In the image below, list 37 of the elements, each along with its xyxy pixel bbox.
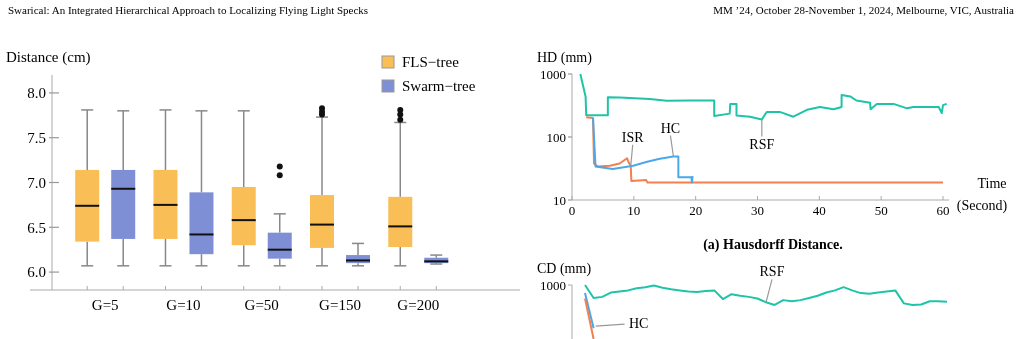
y-tick-label: 6.0 bbox=[27, 264, 46, 281]
y-tick-label: 8.0 bbox=[27, 85, 46, 102]
x-tick-label: 0 bbox=[568, 203, 576, 218]
x-tick-label: 20 bbox=[689, 203, 703, 218]
series-label: HC bbox=[660, 120, 681, 136]
y-tick-label: 1000 bbox=[540, 66, 566, 82]
text: MM ’24, October 28-November 1, 2024, Melbourne, VIC, Australia bbox=[713, 4, 1015, 16]
x-tick-label: G=200 bbox=[397, 297, 440, 313]
legend-label: FLS−tree bbox=[402, 54, 460, 71]
y-axis-title: CD (mm) bbox=[537, 261, 592, 277]
y-axis-title: HD (mm) bbox=[537, 50, 593, 66]
series-label: RSF bbox=[749, 137, 775, 153]
legend-label: Swarm−tree bbox=[402, 78, 476, 95]
x-tick-label: 10 bbox=[627, 203, 641, 218]
x-tick-label: 40 bbox=[812, 203, 826, 218]
text: Swarical: An Integrated Hierarchical Approach to Localizing Flying Light Specks bbox=[8, 4, 369, 16]
series-label: ISR bbox=[621, 129, 645, 145]
x-axis-title: Time (Second) bbox=[956, 176, 1008, 215]
x-tick-label: 60 bbox=[936, 203, 950, 218]
y-tick-label: 10 bbox=[553, 192, 566, 208]
x-tick-label: G=5 bbox=[91, 297, 119, 313]
y-tick-label: 6.5 bbox=[27, 219, 46, 236]
line-series bbox=[585, 116, 944, 184]
x-tick-label: 30 bbox=[751, 203, 764, 218]
y-tick-label: 100 bbox=[546, 129, 566, 145]
x-tick-label: 50 bbox=[874, 203, 888, 218]
text: HC bbox=[628, 316, 649, 332]
y-tick-label: 7.0 bbox=[27, 174, 46, 191]
text: (a) Hausdorff Distance. bbox=[703, 237, 843, 253]
x-tick-label: G=50 bbox=[244, 297, 279, 313]
line-series bbox=[592, 117, 694, 184]
y-tick-label: 7.5 bbox=[27, 129, 46, 146]
line-series bbox=[579, 73, 948, 121]
x-tick-label: G=10 bbox=[166, 297, 201, 313]
y-axis-title: Distance (cm) bbox=[6, 49, 91, 66]
x-tick-label: G=150 bbox=[319, 297, 361, 313]
series-label: RSF bbox=[759, 264, 785, 280]
